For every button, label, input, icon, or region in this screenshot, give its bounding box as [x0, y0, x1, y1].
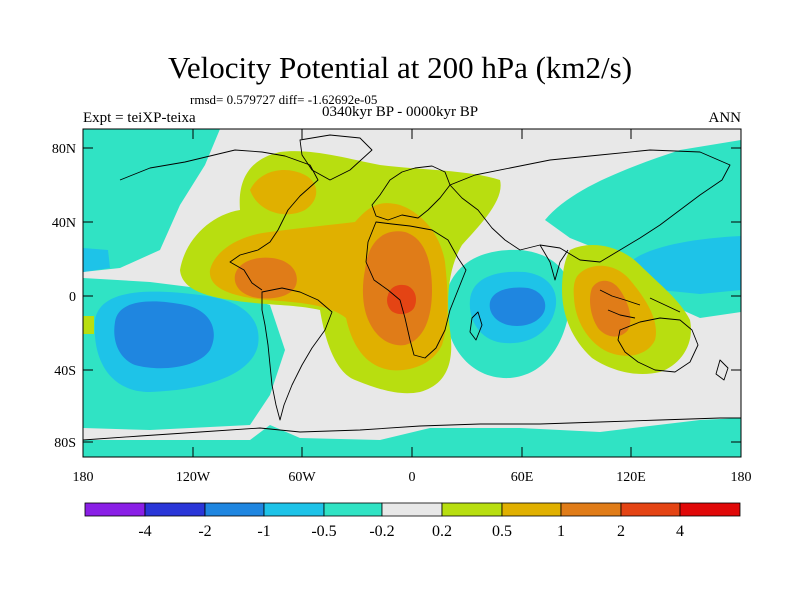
contour-blue-indian-ocean — [489, 287, 546, 326]
colorbar-box-5 — [381, 502, 443, 517]
colorbar-label-7: 1 — [557, 523, 565, 540]
colorbar-box-3 — [263, 502, 325, 517]
contour-blue-south-pacific — [114, 301, 214, 369]
colorbar — [84, 502, 741, 517]
coast-maritime-islands — [599, 289, 681, 319]
colorbar-box-1 — [144, 502, 206, 517]
coastlines — [83, 134, 741, 441]
contour-lightblue-west-pacific — [630, 236, 741, 294]
colorbar-box-0 — [84, 502, 146, 517]
contour-lightblue-far-west — [83, 248, 110, 272]
coast-asia — [449, 149, 731, 263]
lat-label-40s: 40S — [54, 364, 76, 379]
contour-lime-small-west — [83, 316, 94, 334]
coast-greenland — [299, 134, 373, 181]
coast-antarctica — [83, 417, 741, 441]
lon-label-60e: 60E — [511, 470, 534, 485]
period-label: 0340kyr BP - 0000kyr BP — [322, 104, 479, 120]
colorbar-label-4: -0.2 — [369, 523, 394, 540]
colorbar-box-7 — [501, 502, 562, 517]
coast-india — [539, 244, 569, 281]
colorbar-box-9 — [620, 502, 681, 517]
colorbar-label-8: 2 — [617, 523, 625, 540]
coast-south-america — [261, 287, 333, 421]
coast-africa — [365, 221, 467, 359]
plot-title: Velocity Potential at 200 hPa (km2/s) — [167, 50, 633, 85]
lon-label-180w: 180 — [73, 470, 94, 485]
stats-line: rmsd= 0.579727 diff= -1.62692e-05 — [190, 92, 378, 107]
colorbar-labels: -4 -2 -1 -0.5 -0.2 0.2 0.5 1 2 4 — [138, 523, 684, 540]
coast-north-america — [119, 149, 319, 291]
lat-tick-labels: 80N 40N 0 40S 80S — [52, 142, 76, 451]
coast-australia — [617, 317, 699, 373]
experiment-label: Expt = teiXP-teixa — [83, 110, 196, 126]
lon-label-120w: 120W — [176, 470, 211, 485]
contour-orange-maritime — [590, 280, 631, 337]
lon-axis — [192, 129, 632, 457]
lat-label-0: 0 — [69, 290, 76, 305]
colorbar-label-6: 0.5 — [492, 523, 512, 540]
colorbar-label-9: 4 — [676, 523, 684, 540]
coast-madagascar — [469, 311, 483, 341]
lat-label-80s: 80S — [54, 436, 76, 451]
colorbar-label-0: -4 — [138, 523, 151, 540]
lon-label-120e: 120E — [616, 470, 646, 485]
colorbar-box-2 — [204, 502, 265, 517]
contour-cyan-southern-band — [83, 418, 741, 457]
season-label: ANN — [708, 110, 742, 126]
lon-label-180e: 180 — [731, 470, 752, 485]
lon-label-0: 0 — [409, 470, 416, 485]
lat-axis — [83, 147, 741, 443]
colorbar-box-10 — [679, 502, 741, 517]
colorbar-box-8 — [560, 502, 622, 517]
lon-label-60w: 60W — [288, 470, 316, 485]
colorbar-box-6 — [441, 502, 503, 517]
contour-gold-north — [250, 170, 317, 215]
lon-tick-labels: 180 120W 60W 0 60E 120E 180 — [73, 470, 752, 485]
contour-field — [83, 129, 741, 457]
contour-red-africa — [387, 284, 416, 315]
colorbar-label-5: 0.2 — [432, 523, 452, 540]
lat-label-80n: 80N — [52, 142, 76, 157]
colorbar-label-1: -2 — [198, 523, 211, 540]
lat-label-40n: 40N — [52, 216, 76, 231]
contour-orange-caribbean — [234, 257, 297, 299]
colorbar-box-4 — [323, 502, 383, 517]
contour-cyan-west-pacific-north — [83, 129, 220, 272]
coast-new-zealand — [715, 359, 729, 381]
colorbar-label-2: -1 — [257, 523, 270, 540]
colorbar-label-3: -0.5 — [311, 523, 336, 540]
